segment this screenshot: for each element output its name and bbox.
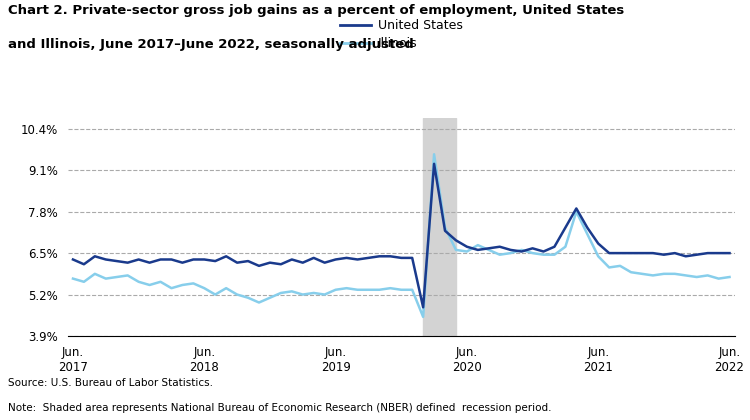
Text: Chart 2. Private-sector gross job gains as a percent of employment, United State: Chart 2. Private-sector gross job gains … [8, 4, 624, 17]
Text: and Illinois, June 2017–June 2022, seasonally adjusted: and Illinois, June 2017–June 2022, seaso… [8, 38, 413, 51]
Bar [423, 118, 456, 336]
Text: Note:  Shaded area represents National Bureau of Economic Research (NBER) define: Note: Shaded area represents National Bu… [8, 403, 551, 413]
Legend: United States, Illinois: United States, Illinois [340, 19, 463, 50]
Text: Source: U.S. Bureau of Labor Statistics.: Source: U.S. Bureau of Labor Statistics. [8, 378, 212, 388]
